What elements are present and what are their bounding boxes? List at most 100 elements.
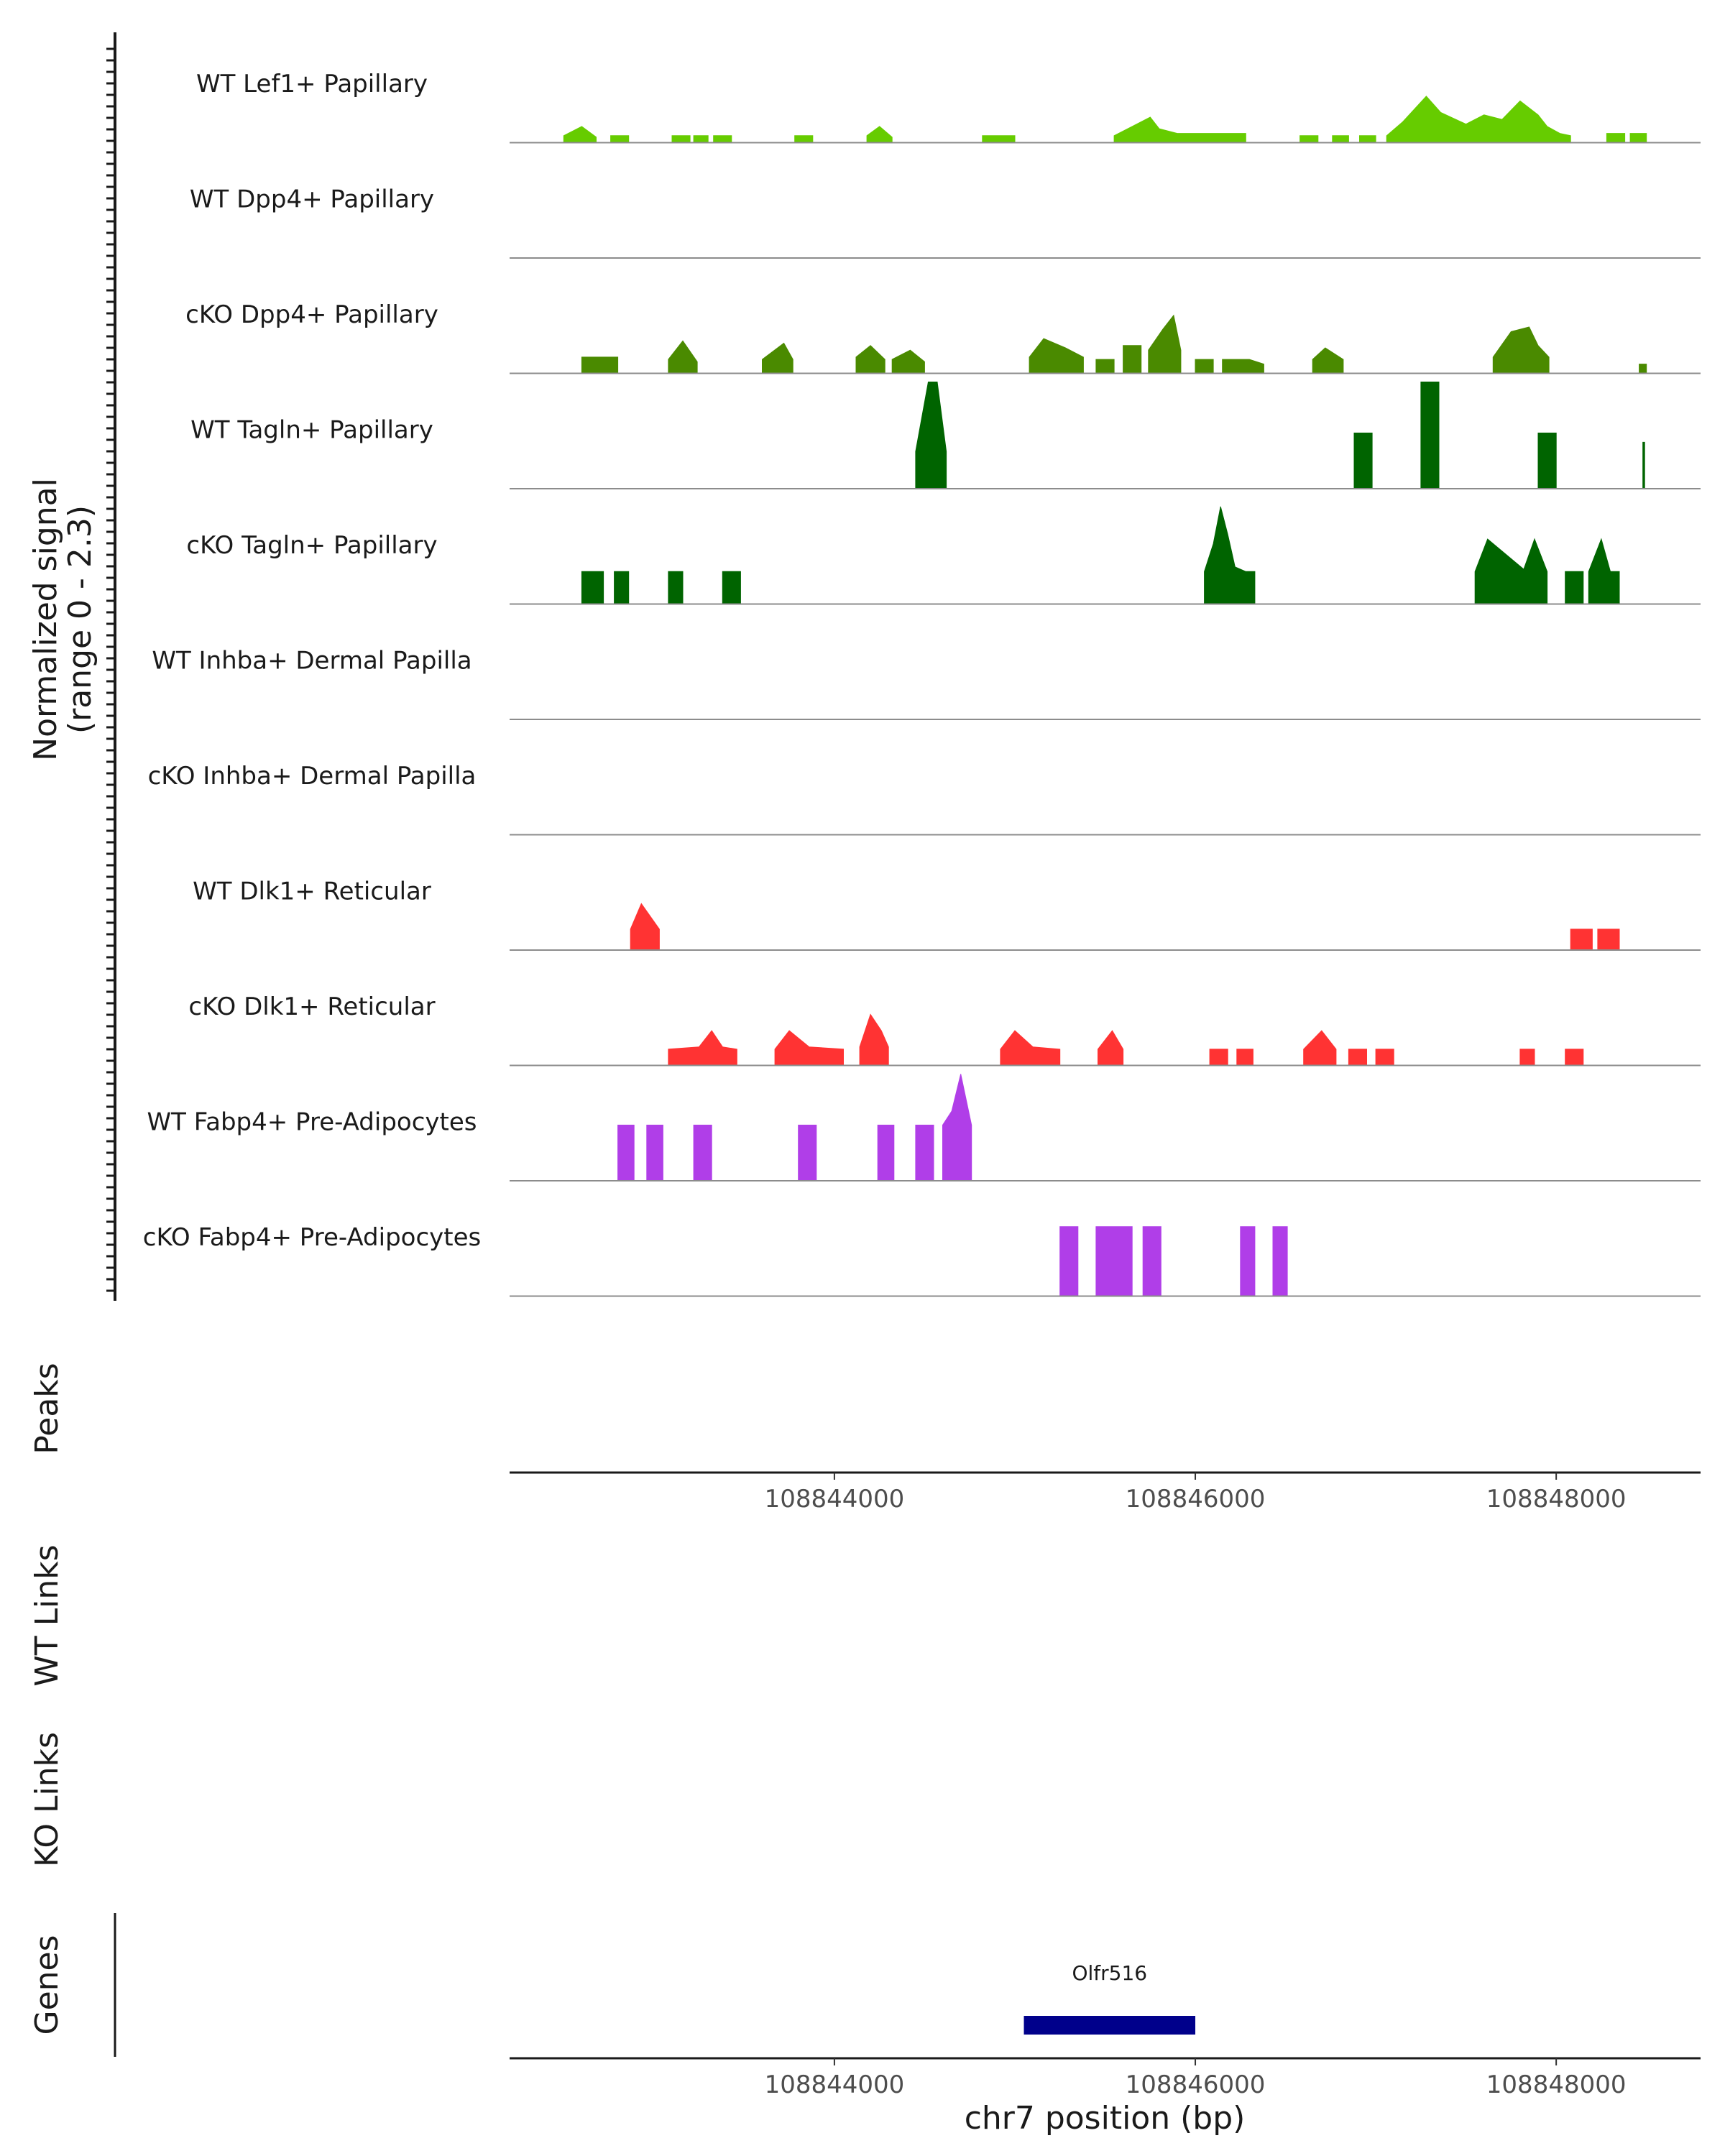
track-label: cKO Dpp4+ Papillary — [185, 300, 438, 329]
coverage-area — [713, 135, 732, 143]
y-axis-range: (range 0 - 2.3) — [62, 505, 98, 734]
x-tick-label: 108848000 — [1486, 2070, 1627, 2099]
coverage-area — [1386, 96, 1571, 143]
coverage-area — [1148, 314, 1182, 374]
coverage-area — [1029, 338, 1084, 374]
coverage-track: WT Fabp4+ Pre-Adipocytes — [147, 1074, 1701, 1181]
coverage-track: WT Lef1+ Papillary — [196, 70, 1701, 144]
coverage-area — [1353, 433, 1373, 489]
peaks-x-axis: 108844000 108846000 108848000 — [510, 1471, 1701, 1514]
coverage-area — [794, 135, 814, 143]
coverage-area — [1474, 538, 1548, 604]
coverage-area — [1519, 1049, 1535, 1066]
coverage-area — [1123, 345, 1142, 374]
x-tick-label: 108844000 — [765, 2070, 905, 2099]
coverage-area — [693, 1125, 712, 1181]
track-label: cKO Fabp4+ Pre-Adipocytes — [143, 1223, 482, 1252]
coverage-area — [1312, 347, 1344, 374]
coverage-area — [1113, 116, 1246, 143]
x-tick-label: 108844000 — [765, 1485, 905, 1514]
y-axis-title: Normalized signal — [27, 478, 64, 761]
coverage-area — [1098, 1030, 1124, 1066]
coverage-area — [1195, 359, 1214, 374]
coverage-area — [1606, 133, 1626, 143]
track-label: WT Dlk1+ Reticular — [193, 877, 431, 906]
track-label: cKO Inhba+ Dermal Papilla — [148, 762, 477, 791]
wt-links-label: WT Links — [29, 1544, 65, 1686]
x-tick-label: 108846000 — [1126, 2070, 1266, 2099]
coverage-area — [982, 135, 1016, 143]
coverage-area — [1375, 1049, 1394, 1066]
track-label: cKO Dlk1+ Reticular — [188, 992, 435, 1021]
coverage-track: cKO Dlk1+ Reticular — [188, 992, 1701, 1067]
coverage-tracks: WT Lef1+ Papillary WT Dpp4+ Papillary cKO … — [143, 70, 1701, 1297]
genes-label: Genes — [29, 1935, 65, 2035]
coverage-area — [1272, 1226, 1288, 1296]
coverage-area — [1348, 1049, 1367, 1066]
coverage-area — [581, 571, 604, 604]
bottom-x-axis: 108844000 108846000 108848000 — [510, 2057, 1701, 2099]
coverage-area — [1095, 1226, 1133, 1296]
coverage-area — [942, 1074, 972, 1181]
coverage-track: WT Dlk1+ Reticular — [193, 877, 1701, 951]
gene-label: Olfr516 — [1072, 1961, 1147, 1985]
coverage-area — [617, 1125, 635, 1181]
coverage-area — [866, 126, 893, 143]
coverage-area — [859, 1013, 889, 1066]
coverage-track: WT Inhba+ Dermal Papilla — [152, 647, 1701, 720]
track-label: WT Inhba+ Dermal Papilla — [152, 647, 472, 676]
coverage-area — [630, 903, 660, 951]
coverage-area — [1492, 326, 1550, 374]
coverage-area — [1570, 929, 1593, 951]
peaks-label: Peaks — [29, 1363, 65, 1454]
coverage-track: WT Dpp4+ Papillary — [190, 185, 1701, 259]
coverage-area — [762, 342, 794, 374]
coverage-area — [1642, 441, 1645, 489]
track-label: cKO Tagln+ Papillary — [186, 531, 437, 560]
coverage-area — [671, 135, 691, 143]
coverage-area — [1059, 1226, 1079, 1296]
coverage-area — [1240, 1226, 1256, 1296]
coverage-area — [668, 1030, 737, 1066]
track-label: WT Lef1+ Papillary — [196, 70, 428, 98]
track-label: WT Fabp4+ Pre-Adipocytes — [147, 1108, 477, 1137]
coverage-area — [1420, 382, 1440, 489]
signal-axis — [106, 32, 116, 1301]
coverage-area — [1639, 364, 1647, 374]
coverage-area — [1332, 135, 1349, 143]
coverage-area — [668, 340, 698, 374]
coverage-area — [693, 135, 709, 143]
coverage-area — [774, 1030, 844, 1066]
coverage-area — [1588, 538, 1620, 604]
coverage-area — [1565, 1049, 1584, 1066]
coverage-area — [581, 356, 619, 374]
coverage-area — [1537, 433, 1557, 489]
coverage-area — [1142, 1226, 1162, 1296]
coverage-area — [1204, 506, 1256, 604]
coverage-area — [1303, 1030, 1337, 1066]
coverage-area — [1300, 135, 1319, 143]
coverage-track: cKO Dpp4+ Papillary — [185, 300, 1701, 374]
coverage-area — [668, 571, 684, 604]
coverage-area — [563, 126, 597, 143]
track-label: WT Tagln+ Papillary — [190, 416, 433, 445]
track-label: WT Dpp4+ Papillary — [190, 185, 434, 214]
coverage-area — [1000, 1030, 1061, 1066]
ko-links-label: KO Links — [29, 1732, 65, 1867]
coverage-area — [722, 571, 741, 604]
x-axis-title: chr7 position (bp) — [965, 2100, 1246, 2137]
coverage-area — [1359, 135, 1376, 143]
coverage-area — [1565, 571, 1584, 604]
coverage-area — [614, 571, 630, 604]
coverage-area — [855, 345, 886, 374]
coverage-track: cKO Tagln+ Papillary — [186, 506, 1701, 605]
x-tick-label: 108846000 — [1126, 1485, 1266, 1514]
coverage-area — [1597, 929, 1620, 951]
coverage-track: WT Tagln+ Papillary — [190, 382, 1701, 489]
coverage-area — [1222, 359, 1264, 374]
coverage-area — [891, 349, 925, 374]
coverage-area — [1629, 133, 1647, 143]
gene-body — [1024, 2016, 1196, 2035]
coverage-area — [798, 1125, 817, 1181]
